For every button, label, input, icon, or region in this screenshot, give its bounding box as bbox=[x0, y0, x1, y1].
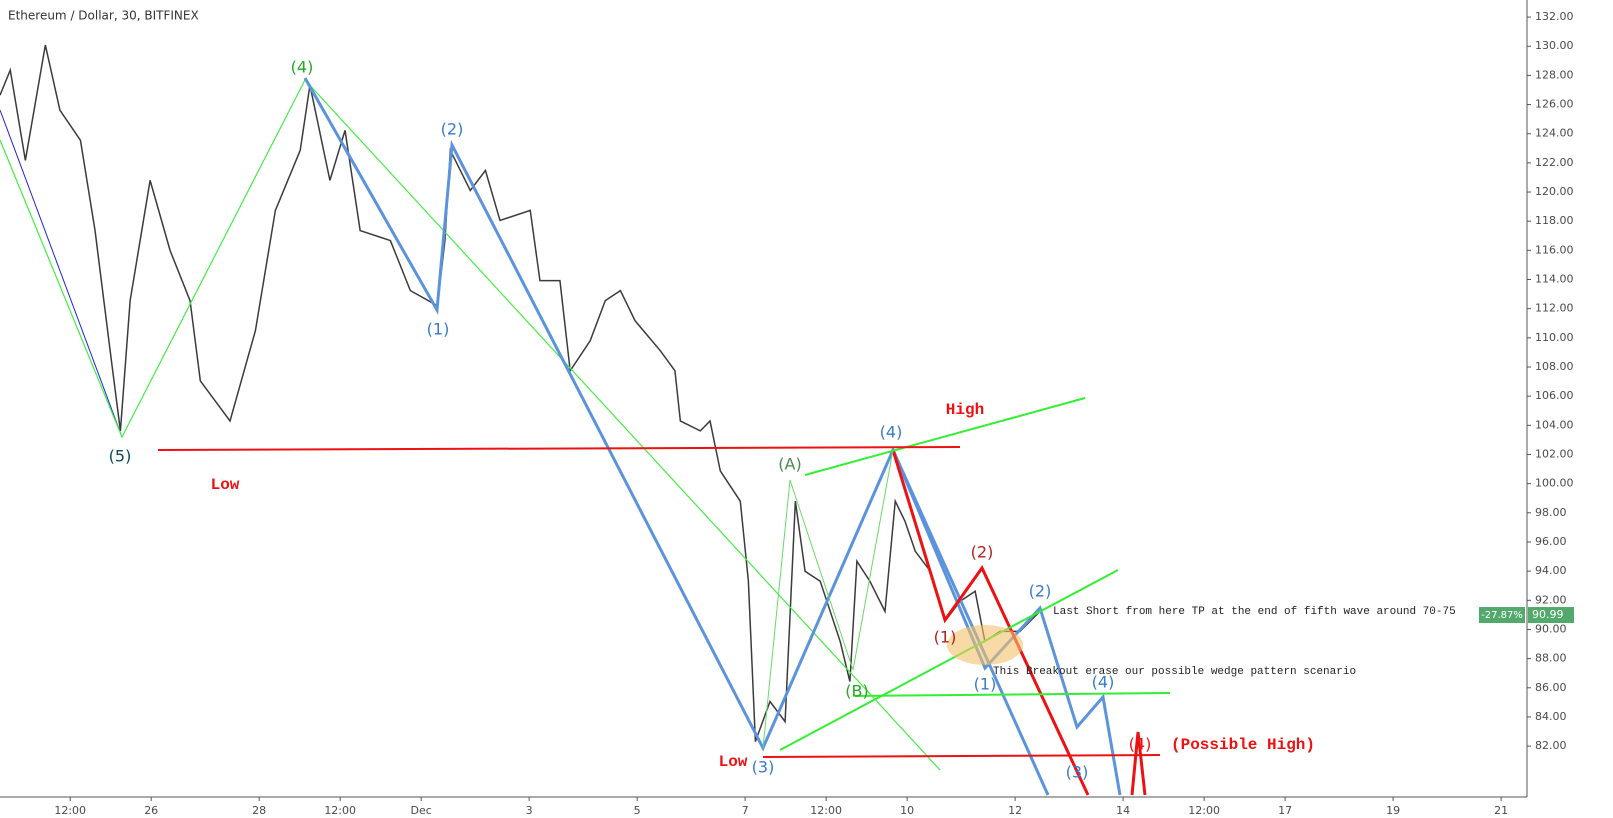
wave-label: (2) bbox=[1029, 582, 1052, 601]
y-tick-label: 94.00 bbox=[1535, 564, 1567, 577]
wave-label: (2) bbox=[971, 543, 994, 562]
wedge-line bbox=[779, 569, 1119, 751]
y-tick-label: 102.00 bbox=[1535, 447, 1574, 460]
x-tick-label: 12:00 bbox=[1188, 804, 1220, 817]
y-tick-label: 122.00 bbox=[1535, 156, 1574, 169]
wave-label: (1) bbox=[974, 675, 997, 694]
wave-label: (2) bbox=[441, 120, 464, 139]
y-tick-label: 106.00 bbox=[1535, 389, 1574, 402]
wave-label: (5) bbox=[109, 447, 132, 466]
x-tick-label: 21 bbox=[1494, 804, 1508, 817]
y-tick-label: 128.00 bbox=[1535, 68, 1574, 81]
y-tick-label: 112.00 bbox=[1535, 302, 1574, 315]
y-tick-label: 130.00 bbox=[1535, 39, 1574, 52]
wave-label: (4) bbox=[1092, 673, 1115, 692]
x-tick-label: 28 bbox=[252, 804, 266, 817]
wave-label: (3) bbox=[752, 758, 775, 777]
y-tick-label: 92.00 bbox=[1535, 593, 1567, 606]
note: High bbox=[946, 401, 984, 419]
note: Low bbox=[719, 753, 748, 771]
x-tick-label: 5 bbox=[634, 804, 641, 817]
annotations: (5) Low (4) (2) (1) High (A) (4) (2) (1)… bbox=[109, 58, 1456, 782]
wedge-line bbox=[804, 397, 1086, 476]
y-tick-label: 110.00 bbox=[1535, 331, 1574, 344]
wave-line bbox=[303, 77, 1122, 796]
y-tick-label: 82.00 bbox=[1535, 739, 1567, 752]
y-tick-label: 118.00 bbox=[1535, 214, 1574, 227]
note: Low bbox=[211, 476, 240, 494]
note: (Possible High) bbox=[1171, 736, 1315, 754]
y-tick-label: 126.00 bbox=[1535, 98, 1574, 111]
wave-line bbox=[1130, 731, 1147, 796]
wave-label: (1) bbox=[427, 320, 450, 339]
x-tick-label: Dec bbox=[411, 804, 432, 817]
y-tick-label: 104.00 bbox=[1535, 418, 1574, 431]
drawings bbox=[0, 77, 1171, 796]
horizontal-line bbox=[157, 446, 961, 451]
y-tick-label: 90.00 bbox=[1535, 622, 1567, 635]
chart-title: Ethereum / Dollar, 30, BITFINEX bbox=[8, 9, 199, 23]
price-line bbox=[0, 44, 1041, 742]
x-tick-label: 12:00 bbox=[810, 804, 842, 817]
trend-line bbox=[0, 78, 941, 771]
y-tick-label: 132.00 bbox=[1535, 10, 1574, 23]
trend-line bbox=[0, 109, 123, 438]
highlight bbox=[947, 625, 1023, 665]
y-tick-label: 84.00 bbox=[1535, 710, 1567, 723]
y-tick-label: 86.00 bbox=[1535, 681, 1567, 694]
x-tick-label: 17 bbox=[1278, 804, 1292, 817]
support-line bbox=[854, 692, 1171, 697]
x-tick-label: 12:00 bbox=[54, 804, 86, 817]
y-tick-label: 120.00 bbox=[1535, 185, 1574, 198]
y-tick-label: 116.00 bbox=[1535, 243, 1574, 256]
change-tag bbox=[1479, 607, 1525, 624]
wave-label: (1) bbox=[934, 628, 957, 647]
plot-area bbox=[0, 44, 1041, 742]
x-tick-label: 12:00 bbox=[324, 804, 356, 817]
horizontal-line bbox=[762, 754, 1161, 758]
y-tick-label: 96.00 bbox=[1535, 535, 1567, 548]
x-tick-label: 3 bbox=[526, 804, 533, 817]
y-tick-label: 114.00 bbox=[1535, 273, 1574, 286]
note: This Breakout erase our possible wedge p… bbox=[993, 666, 1356, 678]
x-tick-label: 19 bbox=[1386, 804, 1400, 817]
wave-label: (A) bbox=[778, 455, 801, 474]
x-tick-label: 26 bbox=[144, 804, 158, 817]
trend-line bbox=[762, 449, 894, 749]
wave-label: (B) bbox=[845, 682, 868, 701]
wave-label: (3) bbox=[1066, 763, 1089, 782]
price-tag bbox=[1528, 607, 1574, 624]
x-tick-label: 12 bbox=[1008, 804, 1022, 817]
x-tick-label: 14 bbox=[1116, 804, 1130, 817]
x-tick-label: 7 bbox=[742, 804, 749, 817]
note: Last Short from here TP at the end of fi… bbox=[1053, 606, 1456, 618]
y-tick-label: 98.00 bbox=[1535, 506, 1567, 519]
price-tag-label: 90.99 bbox=[1532, 608, 1564, 621]
change-tag-label: -27.87% bbox=[1481, 610, 1523, 621]
wave-label: (4) bbox=[880, 423, 903, 442]
wave-label: (4) bbox=[1129, 735, 1152, 754]
y-tick-label: 88.00 bbox=[1535, 652, 1567, 665]
wave-label: (4) bbox=[291, 58, 314, 77]
wave-line bbox=[891, 449, 1050, 796]
price-axis-bg bbox=[1527, 0, 1613, 818]
y-tick-label: 100.00 bbox=[1535, 477, 1574, 490]
y-tick-label: 108.00 bbox=[1535, 360, 1574, 373]
x-tick-label: 10 bbox=[900, 804, 914, 817]
y-tick-label: 124.00 bbox=[1535, 127, 1574, 140]
wave-line bbox=[891, 449, 1090, 796]
